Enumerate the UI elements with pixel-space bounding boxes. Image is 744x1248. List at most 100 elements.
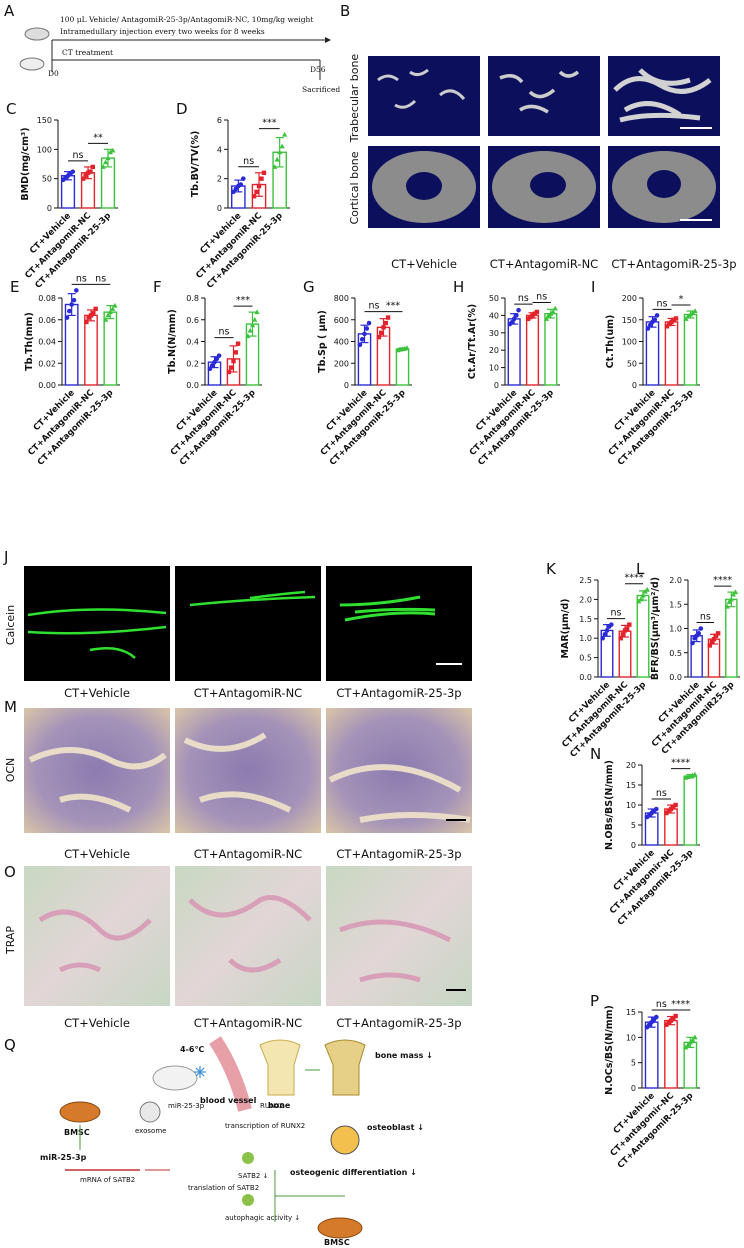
significance-label: ns [657, 298, 668, 309]
data-point [685, 1042, 691, 1047]
data-point [669, 319, 674, 325]
data-point [664, 1022, 669, 1027]
y-tick-label: 0.04 [38, 338, 56, 347]
data-point [683, 1044, 689, 1050]
row-label: Cortical bone [348, 151, 361, 224]
y-tick-label: 30 [489, 329, 499, 338]
data-point [715, 631, 721, 636]
data-point [85, 170, 91, 175]
significance-label: ns [95, 273, 106, 284]
data-point [404, 345, 410, 351]
y-tick-label: 0.06 [38, 316, 56, 325]
data-point [251, 194, 257, 199]
y-tick-label: 0 [631, 1084, 636, 1093]
y-tick-label: 0.5 [579, 654, 592, 663]
data-point [357, 342, 363, 348]
y-tick-label: 400 [334, 338, 349, 347]
ocn-image [24, 708, 170, 833]
autophagy-icon [242, 1194, 254, 1206]
y-tick-label: 50 [489, 294, 499, 303]
data-point [70, 169, 76, 174]
data-point [256, 183, 262, 189]
y-tick-label: 0.0 [186, 381, 199, 390]
data-point [216, 353, 222, 358]
data-point [671, 317, 676, 322]
data-point [84, 319, 89, 325]
y-tick-label: 15 [626, 781, 636, 790]
data-point [69, 302, 74, 307]
exosome-icon [139, 1101, 161, 1123]
data-point [654, 313, 660, 318]
data-point [364, 326, 370, 331]
trabecular-structure [499, 70, 580, 114]
data-point [383, 320, 388, 326]
data-point [103, 316, 109, 322]
data-point [212, 359, 217, 365]
y-tick-label: 0.08 [38, 294, 56, 303]
vessel-label: blood vessel [200, 1096, 257, 1105]
row-label: TRAP [4, 926, 17, 955]
row-label: Trabecular bone [348, 54, 361, 144]
data-point [245, 333, 251, 339]
trabecular-structure [377, 68, 466, 109]
data-point [552, 305, 558, 311]
data-point [247, 327, 253, 333]
y-tick-label: 2.0 [579, 595, 592, 604]
significance-label: ns [656, 788, 667, 799]
data-point [261, 170, 267, 175]
x-tick-label: CT+AntagomiR-25-3p [616, 848, 696, 928]
data-point [711, 636, 717, 642]
bar-chart: ICt.Th(um)050100150200CT+VehicleCT+Antag… [591, 278, 700, 468]
y-tick-label: 1.0 [669, 625, 682, 634]
data-point [673, 802, 678, 808]
bar [395, 348, 410, 386]
data-point [86, 315, 91, 320]
exosome-label: exosome [135, 1127, 166, 1135]
snowflake-icon [194, 1066, 206, 1078]
data-point [673, 316, 679, 321]
panel-j: J Calcein CT+Vehicle CT+AntagomiR-NC CT+… [3, 548, 472, 700]
data-point [105, 312, 111, 318]
significance-label: ns [611, 608, 622, 619]
x-tick-label: CT+AntagomiR-25-3p [616, 1091, 696, 1171]
trap-image [175, 866, 321, 1006]
data-point [107, 309, 113, 315]
bar [84, 314, 98, 386]
significance-label: **** [671, 999, 690, 1010]
data-point [88, 169, 93, 174]
row-label: Calcein [4, 605, 17, 645]
mrna-label: mRNA of SATB2 [80, 1176, 135, 1184]
calcein-image [175, 566, 321, 681]
significance-label: *** [262, 118, 277, 129]
bar-chart: GTb.Sp ( μm)0200400600800CT+VehicleCT+An… [303, 278, 412, 468]
y-tick-label: 4 [217, 145, 222, 154]
temperature: 4-6℃ [180, 1045, 204, 1054]
data-point [274, 156, 280, 162]
data-point [692, 308, 698, 314]
y-tick-label: 0.0 [579, 673, 592, 682]
data-point [100, 164, 106, 169]
bmsc-cell [59, 1101, 101, 1123]
significance-label: ns [76, 273, 87, 284]
significance-label: ns [656, 999, 667, 1010]
bone-mass-label: bone mass ↓ [375, 1051, 433, 1060]
significance-label: **** [671, 758, 690, 769]
panel-letter: D [176, 100, 188, 118]
data-point [272, 164, 278, 169]
y-tick-label: 800 [334, 294, 349, 303]
panel-m: M OCN CT+Vehicle CT+AntagomiR-NC CT+Anta… [4, 698, 472, 861]
ocn-image [175, 708, 321, 833]
y-tick-label: 600 [334, 316, 349, 325]
data-point [511, 316, 517, 322]
satb2-icon [242, 1152, 254, 1164]
data-point [105, 155, 111, 161]
data-point [214, 356, 220, 362]
translation-label: translation of SATB2 [188, 1184, 259, 1192]
panel-letter: C [6, 100, 16, 118]
data-point [81, 176, 86, 181]
data-point [627, 622, 632, 627]
y-tick-label: 6 [217, 116, 222, 125]
y-tick-label: 2 [217, 175, 222, 184]
y-tick-label: 5 [631, 1059, 636, 1068]
